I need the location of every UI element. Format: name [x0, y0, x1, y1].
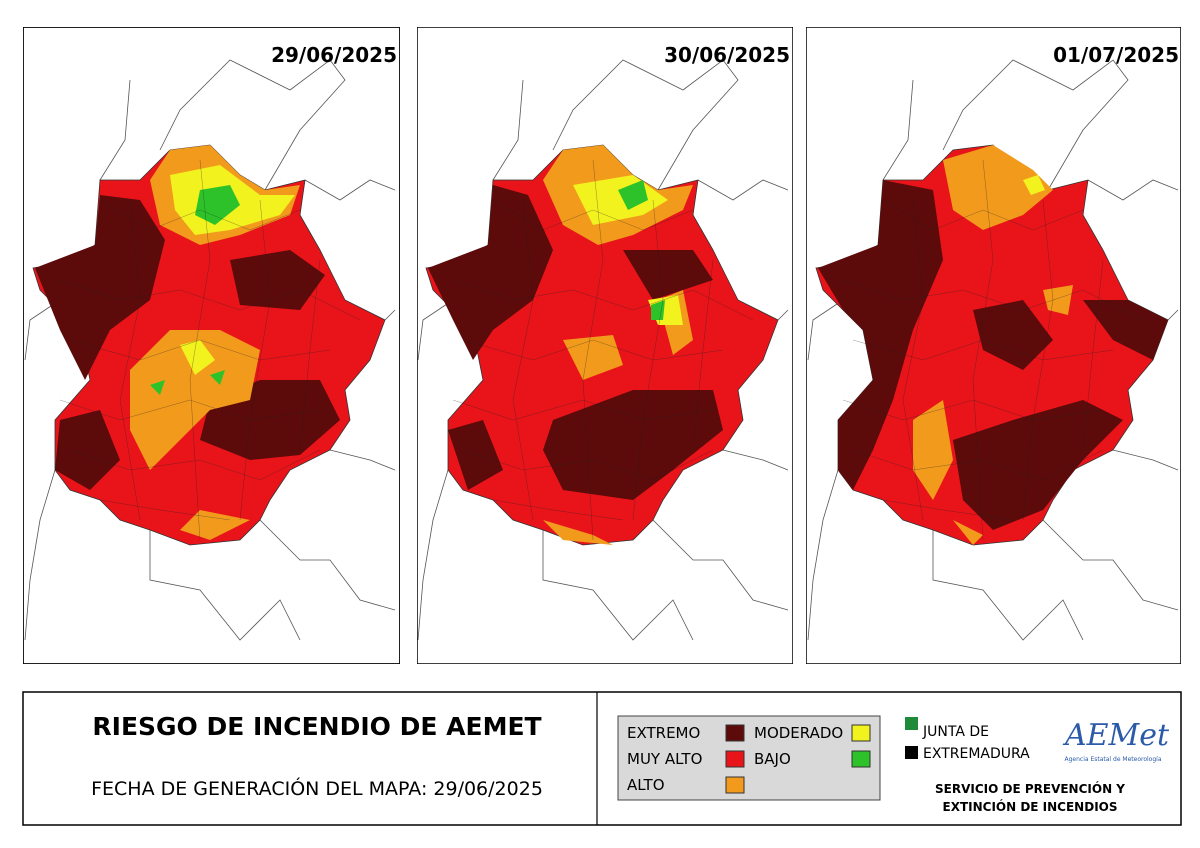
- legend-box: [617, 715, 881, 801]
- legend-swatch: [851, 750, 871, 768]
- map-panel: [806, 27, 1181, 664]
- footer-title: RIESGO DE INCENDIO DE AEMET: [92, 712, 541, 741]
- legend-swatch: [725, 750, 745, 768]
- legend-swatch: [725, 776, 745, 794]
- map-date: 29/06/2025: [271, 43, 397, 67]
- junta-text: EXTREMADURA: [923, 746, 1030, 762]
- map-panel: [23, 27, 400, 664]
- generation-date: FECHA DE GENERACIÓN DEL MAPA: 29/06/2025: [91, 776, 543, 800]
- junta-icon: [905, 717, 918, 730]
- legend-label: MODERADO: [754, 724, 843, 742]
- service-text: EXTINCIÓN DE INCENDIOS: [943, 799, 1118, 814]
- legend-label: EXTREMO: [627, 724, 700, 742]
- legend-swatch: [725, 724, 745, 742]
- legend: EXTREMO MUY ALTO ALTO MODERADO BAJO: [627, 724, 871, 794]
- legend-label: MUY ALTO: [627, 750, 702, 768]
- legend-swatch: [851, 724, 871, 742]
- footer-box: [22, 691, 1182, 826]
- junta-icon: [905, 746, 918, 759]
- map-date: 30/06/2025: [664, 43, 790, 67]
- legend-label: ALTO: [627, 776, 665, 794]
- legend-label: BAJO: [754, 750, 791, 768]
- service-text: SERVICIO DE PREVENCIÓN Y: [935, 781, 1125, 796]
- aemet-logo: AEMet: [1062, 718, 1170, 753]
- aemet-sub: Agencia Estatal de Meteorología: [1065, 756, 1162, 763]
- map-panel: [417, 27, 793, 664]
- map-date: 01/07/2025: [1053, 43, 1179, 67]
- junta-text: JUNTA DE: [922, 724, 989, 740]
